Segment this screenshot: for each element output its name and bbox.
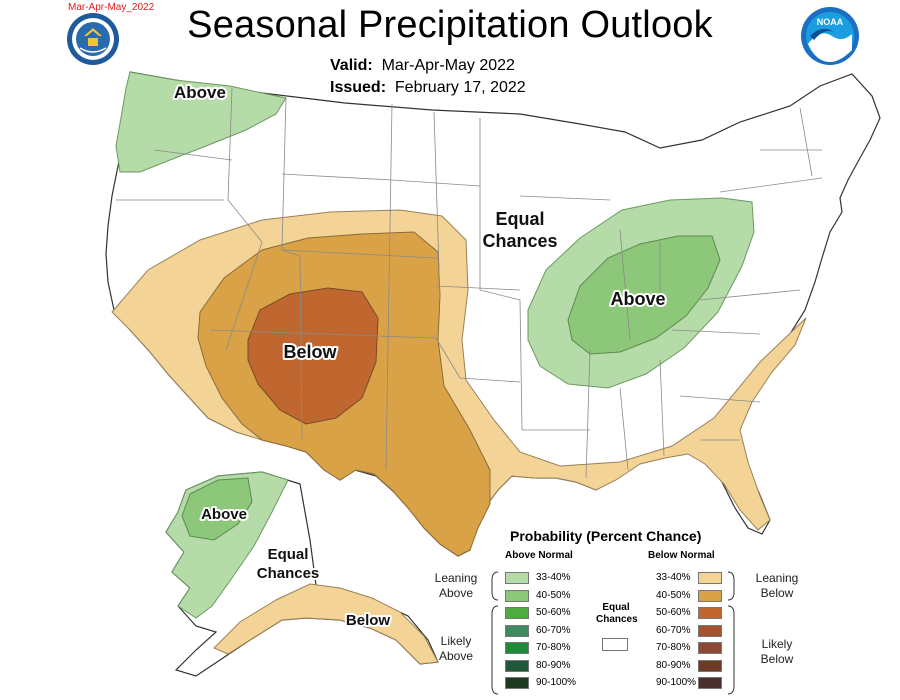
legend-below-label: 80-90% [656,660,691,671]
legend-below-label: 40-50% [656,590,691,601]
legend-below-label: 90-100% [656,677,697,688]
legend-above-label: 50-60% [536,607,571,618]
issued-value: February 17, 2022 [394,79,526,96]
legend-below-label: 70-80% [656,642,691,653]
legend-above-label: 80-90% [536,660,571,671]
legend-likely-below: Likely Below [760,637,794,666]
legend-above-swatch [505,625,529,637]
noaa-logo: NOAA [801,7,859,65]
valid-period: Valid: Mar-Apr-May 2022 [330,57,515,75]
legend-below-swatch [698,607,722,619]
label-below-southwest: Below [283,342,337,362]
legend-above-swatch [505,677,529,689]
legend-below-swatch [698,590,722,602]
legend-below-swatch [698,625,722,637]
legend-leaning-above: Leaning Above [434,571,478,600]
product-tag: Mar-Apr-May_2022 [68,2,155,13]
below-50-60-region [247,287,379,425]
legend-above-label: 70-80% [536,642,571,653]
legend-below-label: 50-60% [656,607,691,618]
issued-label: Issued: [330,79,387,96]
label-above-alaska: Above [201,506,247,523]
legend-below-header: Below Normal [648,550,715,561]
legend-equal-chances-label: Equal Chances [596,602,638,625]
legend-likely-above: Likely Above [438,634,474,663]
label-equal-chances-alaska-line2: Chances [257,565,320,582]
legend-above-label: 40-50% [536,590,571,601]
above-ohio-40-50-region [567,235,721,355]
legend-equal-chances-swatch [602,638,628,651]
legend-above-swatch [505,590,529,602]
commerce-seal-logo [67,13,119,65]
legend-above-swatch [505,642,529,654]
legend-above-swatch [505,660,529,672]
legend-leaning-below: Leaning Below [755,571,799,600]
legend-below-swatch [698,660,722,672]
page-title: Seasonal Precipitation Outlook [187,4,713,46]
state-boundaries [116,87,823,479]
label-equal-chances-line1: Equal [495,209,544,229]
label-below-alaska: Below [346,612,391,629]
legend-above-label: 90-100% [536,677,577,688]
legend-below-swatch [698,642,722,654]
valid-label: Valid: [330,57,373,74]
legend-above-label: 33-40% [536,572,571,583]
valid-value: Mar-Apr-May 2022 [381,57,515,74]
legend-title: Probability (Percent Chance) [510,528,702,544]
label-equal-chances-line2: Chances [482,231,557,251]
above-northwest-region [115,71,287,173]
label-above-ohio-valley: Above [610,289,665,309]
alaska-above-40-50-region [181,477,253,541]
legend-above-label: 60-70% [536,625,571,636]
label-equal-chances-alaska-line1: Equal [268,546,309,563]
label-above-northwest: Above [174,83,226,102]
legend-below-swatch [698,572,722,584]
legend-below-label: 33-40% [656,572,691,583]
legend-above-swatch [505,572,529,584]
legend-above-swatch [505,607,529,619]
alaska-below-33-40-region [213,583,439,665]
legend-below-label: 60-70% [656,625,691,636]
issued-date: Issued: February 17, 2022 [330,79,526,97]
legend-below-swatch [698,677,722,689]
legend-above-header: Above Normal [505,550,573,561]
noaa-logo-text: NOAA [817,17,844,27]
legend-brackets [491,571,735,695]
